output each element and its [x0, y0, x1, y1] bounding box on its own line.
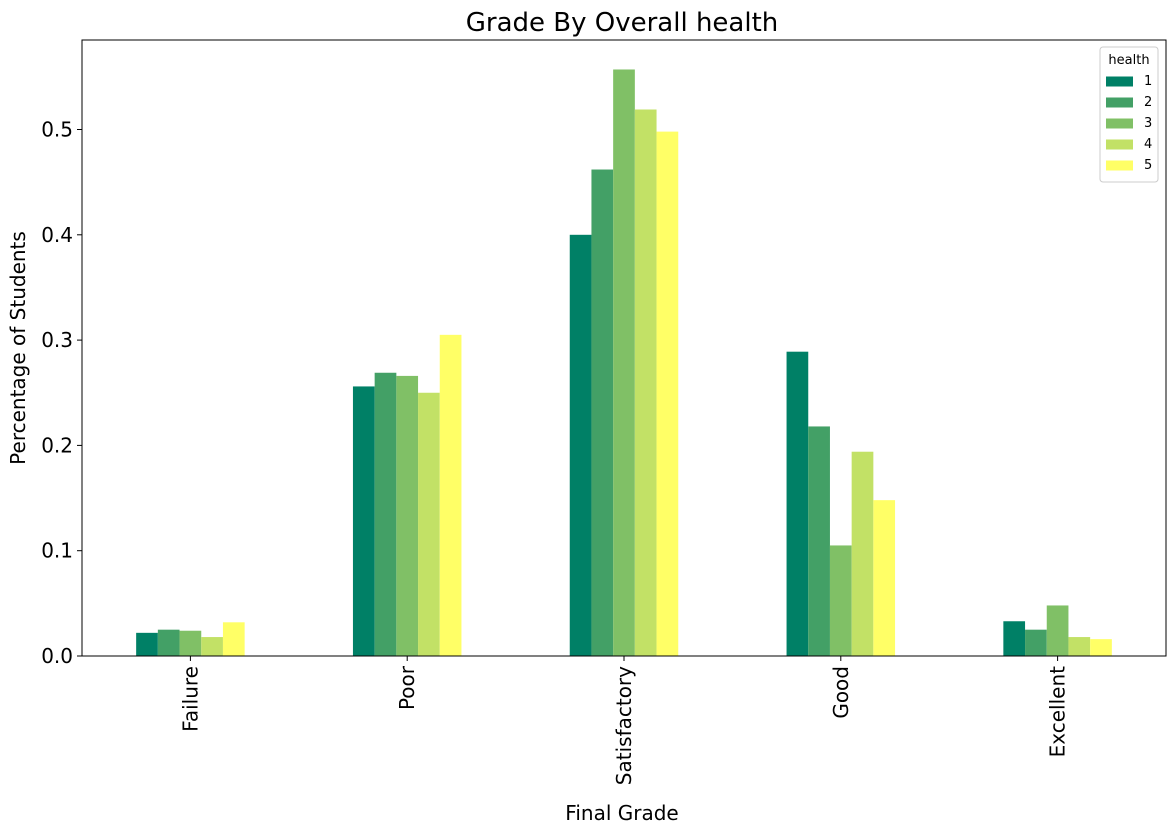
bar-good-health-4 [851, 451, 874, 656]
bar-satisfactory-health-1 [569, 234, 592, 657]
bar-satisfactory-health-2 [591, 169, 614, 656]
bar-poor-health-5 [439, 334, 462, 656]
chart-title: Grade By Overall health [466, 8, 779, 38]
bar-good-health-2 [808, 426, 830, 656]
bar-failure-health-3 [179, 630, 202, 656]
legend-title: health [1108, 53, 1149, 68]
y-tick-label: 0.1 [41, 539, 73, 563]
x-axis-label: Final Grade [565, 801, 678, 825]
bar-good-health-1 [786, 351, 809, 656]
legend-swatch-3 [1106, 118, 1133, 129]
bar-satisfactory-health-5 [656, 131, 679, 657]
legend-swatch-5 [1106, 160, 1133, 171]
bar-excellent-health-5 [1090, 639, 1112, 656]
bar-failure-health-4 [201, 637, 223, 656]
y-tick-label: 0.3 [41, 328, 73, 352]
plot-frame [81, 39, 1167, 657]
legend-swatch-2 [1106, 97, 1133, 108]
bar-poor-health-1 [352, 386, 375, 656]
bar-failure-health-2 [157, 629, 180, 656]
bar-excellent-health-1 [1003, 621, 1026, 656]
bar-poor-health-3 [396, 375, 419, 656]
bar-failure-health-5 [222, 622, 245, 656]
x-tick-label: Excellent [1046, 666, 1070, 758]
y-tick-label: 0.4 [41, 223, 73, 247]
x-tick-label: Failure [178, 666, 202, 732]
bar-excellent-health-4 [1068, 637, 1091, 656]
bar-good-health-5 [873, 500, 896, 656]
legend-swatch-4 [1106, 139, 1133, 150]
bars-layer [136, 69, 1112, 657]
bar-excellent-health-3 [1046, 605, 1069, 656]
bar-poor-health-4 [418, 392, 440, 656]
ticks-layer: Failure Poor Satisfactory Good Excellent 0.0 0… [41, 118, 1069, 786]
legend-label-1: 1 [1144, 74, 1152, 89]
legend-label-2: 2 [1144, 95, 1152, 110]
y-axis-label: Percentage of Students [6, 231, 30, 465]
bar-good-health-3 [829, 545, 852, 656]
bar-satisfactory-health-4 [634, 109, 657, 656]
bar-excellent-health-2 [1025, 629, 1047, 656]
legend-label-4: 4 [1144, 137, 1152, 152]
y-tick-label: 0.2 [41, 433, 73, 457]
bar-satisfactory-health-3 [613, 69, 635, 657]
legend: health 1 2 3 4 5 [1099, 46, 1159, 183]
bar-failure-health-1 [136, 632, 158, 656]
y-tick-label: 0.5 [41, 118, 73, 142]
bar-poor-health-2 [374, 372, 397, 656]
legend-label-3: 3 [1144, 116, 1152, 131]
x-tick-label: Poor [395, 665, 419, 710]
y-tick-label: 0.0 [41, 644, 73, 668]
legend-label-5: 5 [1144, 158, 1152, 173]
legend-swatch-1 [1106, 76, 1133, 87]
x-tick-label: Good [829, 666, 853, 719]
x-tick-label: Satisfactory [612, 666, 636, 785]
